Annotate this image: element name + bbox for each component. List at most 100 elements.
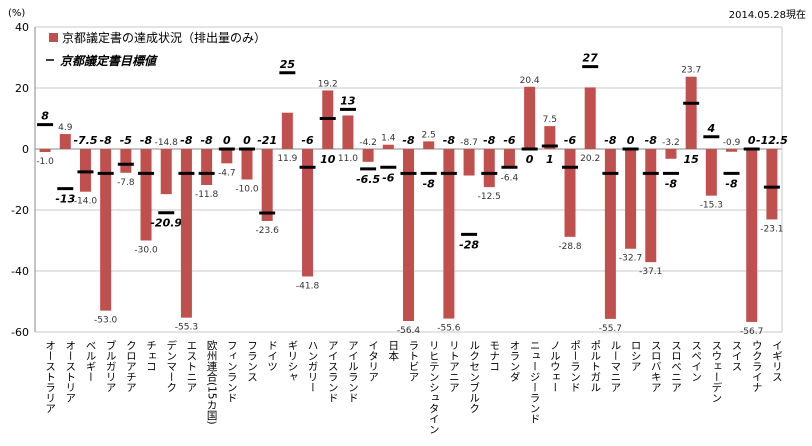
- value-label: -32.7: [619, 254, 642, 264]
- legend: 京都議定書の達成状況（排出量のみ） 京都議定書目標値: [46, 30, 266, 68]
- value-label: -0.9: [723, 138, 741, 148]
- value-label: -55.3: [175, 323, 198, 333]
- category-label: エストニア: [185, 340, 197, 393]
- value-label: -56.7: [740, 327, 763, 337]
- category-label: オランダ: [508, 340, 520, 382]
- category-label: オーストラリア: [44, 340, 56, 414]
- category-label: ノルウェー: [549, 340, 561, 393]
- target-label: 4: [707, 122, 716, 135]
- value-label: 20.2: [580, 154, 600, 164]
- bar: [382, 144, 394, 149]
- bar: [524, 86, 536, 149]
- target-label: -6: [503, 134, 516, 147]
- target-label: 27: [583, 52, 599, 65]
- bar: [625, 149, 637, 249]
- value-label: -15.3: [700, 201, 723, 211]
- value-label: -55.7: [599, 324, 622, 334]
- category-label: ルクセンブルク: [468, 340, 480, 414]
- target-label: -8: [725, 177, 738, 190]
- category-label: チェコ: [145, 340, 157, 372]
- bar: [665, 149, 677, 159]
- bar: [201, 149, 213, 185]
- category-label: ポルトガル: [589, 340, 601, 393]
- category-label: ギリシャ: [286, 340, 298, 382]
- value-label: -14.0: [74, 197, 98, 207]
- category-label: ブルガリア: [105, 339, 117, 392]
- bar: [281, 112, 293, 149]
- category-label: ラトビア: [408, 340, 420, 382]
- y-tick-label: 40: [15, 21, 29, 34]
- value-label: -4.7: [218, 168, 236, 178]
- value-label: -53.0: [94, 316, 118, 326]
- value-label: -55.6: [437, 324, 461, 334]
- target-label: 0: [526, 153, 534, 166]
- y-tick-label: -20: [11, 204, 29, 217]
- value-label: -28.8: [558, 242, 582, 252]
- value-label: 19.2: [318, 79, 338, 89]
- target-label: -20.9: [150, 217, 182, 230]
- target-label: -8: [645, 134, 658, 147]
- bar: [120, 149, 132, 173]
- target-label: 8: [41, 110, 49, 123]
- bar: [746, 149, 758, 322]
- bar: [645, 149, 657, 263]
- value-label: 11.0: [338, 154, 358, 164]
- category-label: イタリア: [367, 340, 379, 382]
- bar: [685, 76, 697, 149]
- value-label: 1.4: [381, 134, 396, 144]
- category-label: モナコ: [488, 340, 500, 372]
- target-label: -12.5: [756, 134, 788, 147]
- category-label: ルーマニア: [609, 340, 621, 393]
- target-label: -5: [120, 134, 133, 147]
- target-label: -7.5: [73, 134, 97, 147]
- value-label: -4.2: [359, 138, 377, 148]
- value-label: -23.1: [760, 224, 783, 234]
- value-label: 11.9: [277, 154, 297, 164]
- date-note: 2014.05.28現在: [729, 9, 806, 21]
- value-label: -56.4: [397, 326, 421, 336]
- target-label: 10: [320, 153, 336, 166]
- target-label: 0: [627, 134, 635, 147]
- bar: [261, 149, 273, 221]
- bar: [39, 149, 51, 153]
- bar: [564, 149, 576, 237]
- category-label: ベルギー: [84, 340, 96, 382]
- bar: [342, 115, 354, 149]
- bar: [584, 87, 596, 149]
- target-label: -8: [140, 134, 153, 147]
- value-label: -41.8: [296, 281, 320, 291]
- y-tick-label: 20: [15, 82, 29, 95]
- target-label: -8: [423, 177, 436, 190]
- target-label: -6: [301, 134, 314, 147]
- value-label: -14.8: [155, 138, 179, 148]
- target-label: 13: [340, 94, 356, 107]
- bar: [59, 134, 71, 149]
- value-label: 2.5: [422, 130, 436, 140]
- bar: [726, 149, 738, 152]
- target-label: -6.5: [356, 173, 380, 186]
- category-label: スイス: [731, 340, 743, 372]
- legend-bar-swatch: [49, 33, 58, 42]
- value-label: 4.9: [58, 123, 73, 133]
- value-label: -12.5: [478, 192, 501, 202]
- bar: [443, 149, 455, 319]
- value-label: 20.4: [520, 76, 540, 86]
- bar: [180, 149, 192, 318]
- bar: [302, 149, 314, 277]
- bar: [100, 149, 112, 311]
- target-label: -8: [200, 134, 213, 147]
- category-label: イギリス: [771, 340, 783, 382]
- category-label: 欧州連合(15カ国): [206, 340, 218, 425]
- category-label: スロバキア: [650, 340, 662, 393]
- category-label: アイスランド: [327, 340, 339, 403]
- category-label: ドイツ: [266, 340, 278, 372]
- target-label: -8: [402, 134, 415, 147]
- target-label: -8: [180, 134, 193, 147]
- value-label: 23.7: [681, 66, 701, 76]
- target-label: -28: [459, 238, 479, 251]
- category-label: フィンランド: [226, 340, 238, 403]
- bar: [140, 149, 152, 241]
- target-label: 0: [223, 134, 231, 147]
- bar: [79, 149, 91, 192]
